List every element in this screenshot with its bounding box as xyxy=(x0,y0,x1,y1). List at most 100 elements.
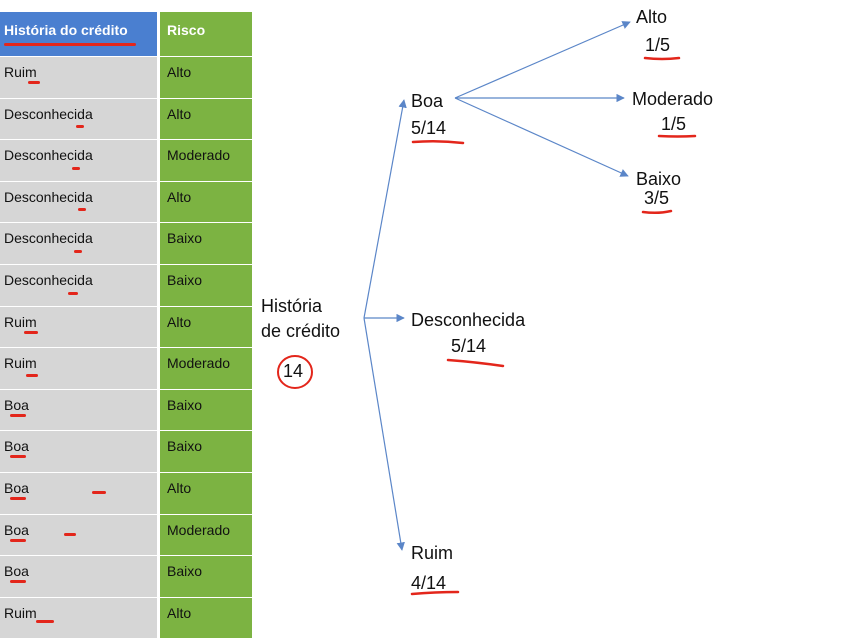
table-row: Ruim Alto xyxy=(0,305,252,348)
table-row: Boa Moderado xyxy=(0,513,252,556)
cell-credit-history: Desconhecida xyxy=(0,181,157,223)
red-tick-mark xyxy=(24,330,38,334)
table-row: Desconhecida Baixo xyxy=(0,222,252,264)
cell-risk: Alto xyxy=(157,597,252,639)
red-underline-mark xyxy=(643,56,681,61)
red-tick-mark xyxy=(10,538,26,542)
cell-risk: Moderado xyxy=(157,514,252,556)
leaf-alto-fraction: 1/5 xyxy=(645,35,671,55)
branch-desconhecida-label: Desconhecida xyxy=(411,310,526,330)
cell-risk: Alto xyxy=(157,181,252,223)
cell-credit-history-label: Desconhecida xyxy=(4,271,93,288)
leaf-alto-label: Alto xyxy=(636,7,668,27)
red-tick-mark xyxy=(10,413,26,417)
arrow-root-to-ruim xyxy=(363,317,405,551)
cell-risk: Moderado xyxy=(157,140,252,181)
cell-credit-history-label: Boa xyxy=(4,521,29,538)
cell-credit-history-label: Desconhecida xyxy=(4,105,93,122)
cell-credit-history-label: Ruim xyxy=(4,64,37,80)
cell-risk: Moderado xyxy=(157,348,252,389)
table-row: Ruim Alto xyxy=(0,596,252,639)
red-tick-mark xyxy=(10,455,26,459)
red-underline-mark xyxy=(446,358,505,368)
red-circle-mark xyxy=(277,355,313,389)
red-underline-mark xyxy=(657,134,697,138)
cell-credit-history-label: Desconhecida xyxy=(4,147,93,164)
cell-risk: Alto xyxy=(157,306,252,348)
root-line1: História xyxy=(261,296,323,316)
branch-desconhecida-fraction: 5/14 xyxy=(451,336,487,356)
cell-credit-history: Boa xyxy=(0,556,157,597)
cell-credit-history: Ruim xyxy=(0,597,157,639)
cell-credit-history: Desconhecida xyxy=(0,140,157,181)
cell-risk: Baixo xyxy=(157,389,252,431)
branch-boa-fraction: 5/14 xyxy=(411,118,447,138)
cell-risk: Baixo xyxy=(157,264,252,306)
cell-risk: Baixo xyxy=(157,223,252,264)
cell-credit-history: Ruim xyxy=(0,57,157,98)
root-line2: de crédito xyxy=(261,321,341,341)
leaf-baixo-fraction: 3/5 xyxy=(644,188,670,208)
cell-credit-history-label: Boa xyxy=(4,396,29,413)
red-underline-mark xyxy=(4,43,136,46)
red-underline-mark xyxy=(411,139,465,145)
cell-credit-history-label: Ruim xyxy=(4,604,37,621)
cell-credit-history-label: Desconhecida xyxy=(4,188,93,205)
leaf-moderado-label: Moderado xyxy=(632,89,714,109)
cell-credit-history: Boa xyxy=(0,514,157,556)
table-row: Desconhecida Moderado xyxy=(0,139,252,181)
table-row: Desconhecida Baixo xyxy=(0,263,252,306)
red-tick-mark xyxy=(10,580,26,584)
header-risk: Risco xyxy=(157,12,252,56)
cell-credit-history-label: Boa xyxy=(4,479,29,496)
table-row: Ruim Alto xyxy=(0,56,252,98)
red-dash-mark xyxy=(64,532,76,536)
leaf-baixo-label: Baixo xyxy=(636,169,682,189)
credit-history-table: História do crédito Risco Ruim Alto Desc… xyxy=(0,12,252,639)
table-row: Boa Baixo xyxy=(0,388,252,431)
cell-credit-history: Boa xyxy=(0,431,157,472)
cell-credit-history-label: Boa xyxy=(4,563,29,580)
cell-credit-history-label: Ruim xyxy=(4,355,37,372)
cell-credit-history-label: Desconhecida xyxy=(4,230,93,247)
red-underline-mark xyxy=(410,590,460,596)
cell-credit-history: Desconhecida xyxy=(0,264,157,306)
red-tick-mark xyxy=(10,496,26,500)
red-tick-mark xyxy=(28,81,40,84)
table-row: Boa Baixo xyxy=(0,555,252,597)
table-row: Boa Alto xyxy=(0,471,252,514)
arrow-boa-to-alto xyxy=(454,21,631,99)
leaf-moderado-fraction: 1/5 xyxy=(661,114,687,134)
branch-ruim-fraction: 4/14 xyxy=(411,573,447,593)
table-row: Ruim Moderado xyxy=(0,347,252,389)
table-row: Boa Baixo xyxy=(0,430,252,472)
red-dash-mark xyxy=(92,490,106,494)
cell-credit-history-label: Ruim xyxy=(4,313,37,330)
arrow-boa-to-baixo xyxy=(454,97,629,177)
cell-risk: Baixo xyxy=(157,556,252,597)
cell-credit-history: Desconhecida xyxy=(0,223,157,264)
branch-ruim-label: Ruim xyxy=(411,543,454,563)
root-node-label: História de crédito xyxy=(261,295,340,342)
arrow-root-to-boa xyxy=(363,99,407,319)
cell-risk: Alto xyxy=(157,57,252,98)
header-credit-history-label: História do crédito xyxy=(4,22,128,38)
red-tick-mark xyxy=(68,291,78,295)
root-count: 14 xyxy=(283,361,304,381)
cell-credit-history: Desconhecida xyxy=(0,98,157,140)
red-tick-mark xyxy=(74,250,82,254)
cell-risk: Alto xyxy=(157,98,252,140)
cell-credit-history: Ruim xyxy=(0,348,157,389)
table-row: Desconhecida Alto xyxy=(0,180,252,223)
red-tick-mark xyxy=(36,619,54,623)
red-tick-mark xyxy=(26,374,38,378)
branch-boa-label: Boa xyxy=(411,91,444,111)
cell-credit-history-label: Boa xyxy=(4,438,29,455)
cell-risk: Alto xyxy=(157,472,252,514)
red-tick-mark xyxy=(76,124,84,128)
table-header-row: História do crédito Risco xyxy=(0,12,252,56)
cell-credit-history: Boa xyxy=(0,389,157,431)
cell-credit-history: Ruim xyxy=(0,306,157,348)
red-underline-mark xyxy=(641,209,673,215)
red-tick-mark xyxy=(78,207,86,211)
